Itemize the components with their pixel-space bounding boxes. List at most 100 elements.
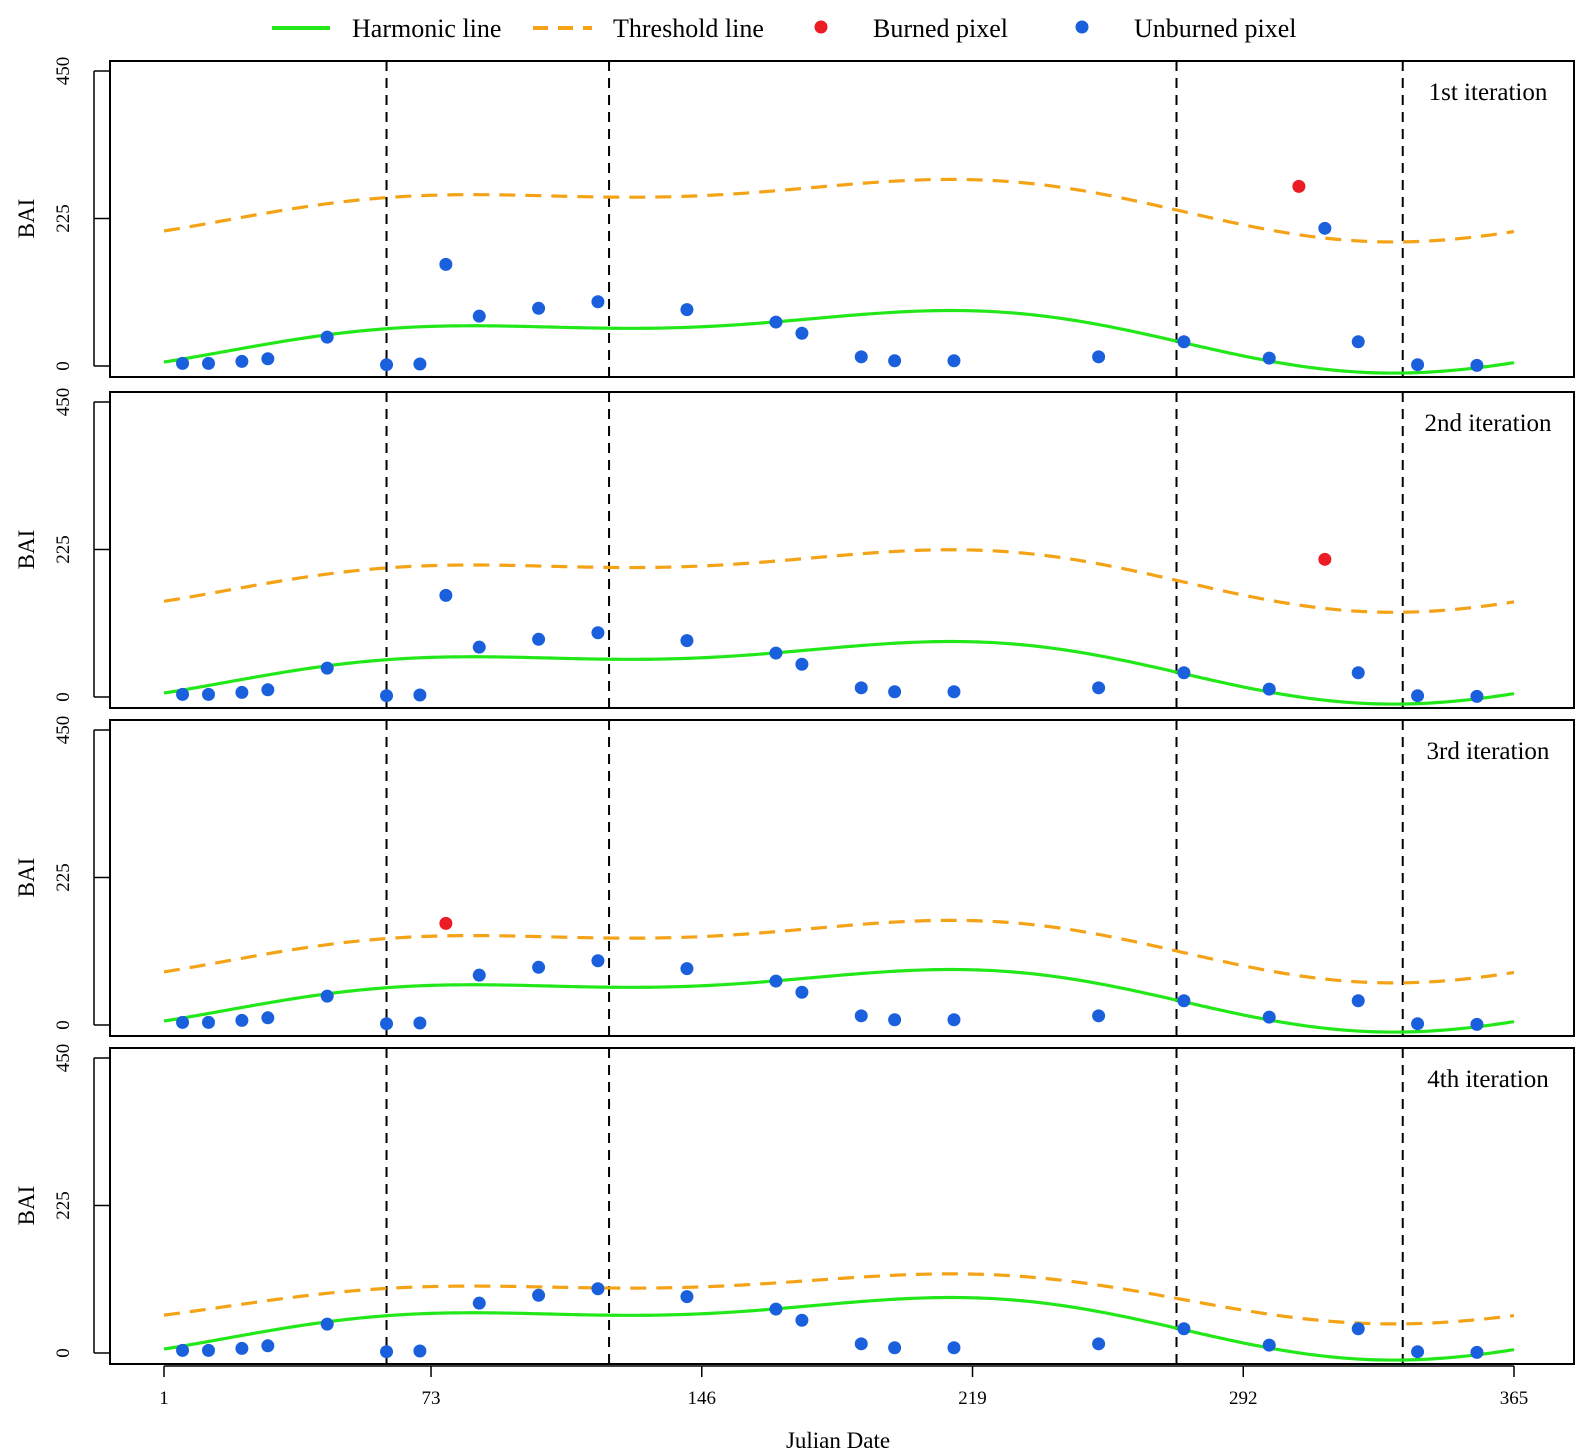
unburned-pixel-point xyxy=(413,688,427,702)
unburned-pixel-point xyxy=(1262,682,1276,696)
unburned-pixel-point xyxy=(888,1013,902,1027)
unburned-pixel-point xyxy=(202,1343,216,1357)
unburned-pixel-point xyxy=(1092,1337,1106,1351)
legend-burned-label: Burned pixel xyxy=(873,14,1008,43)
y-tick-label: 0 xyxy=(53,1348,74,1358)
unburned-pixel-point xyxy=(439,588,453,602)
unburned-pixel-point xyxy=(1262,351,1276,365)
unburned-pixel-point xyxy=(320,661,334,675)
panel-frame xyxy=(109,719,1575,1037)
unburned-pixel-point xyxy=(532,1288,546,1302)
burned-pixel-point xyxy=(1318,552,1332,566)
unburned-pixel-point xyxy=(439,257,453,271)
unburned-pixel-point xyxy=(413,1344,427,1358)
harmonic-line xyxy=(163,1295,1515,1362)
unburned-pixel-point xyxy=(261,1339,275,1353)
panels: 0 225 450 BAI 1st iteration 0 225 450 BAI 2nd ite… xyxy=(14,57,1575,1365)
y-tick-label: 225 xyxy=(53,863,74,892)
unburned-pixel-point xyxy=(888,685,902,699)
unburned-pixel-point xyxy=(854,350,868,364)
unburned-pixel-point xyxy=(413,357,427,371)
harmonic-line xyxy=(163,639,1515,706)
panel-frame xyxy=(109,60,1575,378)
legend-unburned-marker xyxy=(1075,20,1089,34)
unburned-pixel-point xyxy=(1470,1017,1484,1031)
harmonic-line xyxy=(163,308,1515,375)
panel-2: 0 225 450 BAI 2nd iteration xyxy=(14,388,1575,709)
unburned-pixel-point xyxy=(1411,358,1425,372)
unburned-pixel-point xyxy=(591,1282,605,1296)
unburned-pixel-point xyxy=(235,1341,249,1355)
unburned-pixel-point xyxy=(854,1337,868,1351)
panel-frame xyxy=(109,391,1575,709)
legend: Harmonic line Threshold line Burned pixe… xyxy=(272,14,1296,43)
y-tick-label: 450 xyxy=(53,388,74,417)
unburned-pixel-point xyxy=(1351,335,1365,349)
unburned-pixel-point xyxy=(1351,1322,1365,1336)
panel-label: 3rd iteration xyxy=(1427,738,1550,765)
y-axis-title: BAI xyxy=(14,1186,39,1226)
unburned-pixel-point xyxy=(680,962,694,976)
threshold-line xyxy=(163,1272,1515,1326)
unburned-pixel-point xyxy=(202,1015,216,1029)
y-tick-label: 450 xyxy=(53,57,74,86)
unburned-pixel-point xyxy=(1470,689,1484,703)
legend-harmonic-label: Harmonic line xyxy=(352,14,501,43)
y-tick-label: 225 xyxy=(53,204,74,233)
y-axis-title: BAI xyxy=(14,530,39,570)
burned-pixel-point xyxy=(439,916,453,930)
panel-1: 0 225 450 BAI 1st iteration xyxy=(14,57,1575,378)
unburned-pixel-point xyxy=(413,1016,427,1030)
unburned-pixel-point xyxy=(1177,335,1191,349)
y-tick-label: 0 xyxy=(53,692,74,702)
burned-pixel-point xyxy=(1292,179,1306,193)
unburned-pixel-point xyxy=(1092,350,1106,364)
unburned-pixel-point xyxy=(472,640,486,654)
panel-label: 2nd iteration xyxy=(1424,410,1552,437)
unburned-pixel-point xyxy=(591,626,605,640)
x-tick-label: 292 xyxy=(1229,1388,1258,1409)
unburned-pixel-point xyxy=(854,681,868,695)
unburned-pixel-point xyxy=(202,687,216,701)
unburned-pixel-point xyxy=(947,354,961,368)
unburned-pixel-point xyxy=(888,354,902,368)
x-axis: 1 73 146 219 292 365 xyxy=(159,1365,1528,1409)
unburned-pixel-point xyxy=(680,303,694,317)
unburned-pixel-point xyxy=(1262,1338,1276,1352)
unburned-pixel-point xyxy=(888,1341,902,1355)
unburned-pixel-point xyxy=(176,356,190,370)
unburned-pixel-point xyxy=(532,301,546,315)
x-axis-title: Julian Date xyxy=(786,1428,890,1453)
y-axis-title: BAI xyxy=(14,858,39,898)
x-tick-label: 73 xyxy=(422,1388,441,1409)
unburned-pixel-point xyxy=(472,309,486,323)
unburned-pixel-point xyxy=(1411,1345,1425,1359)
unburned-pixel-point xyxy=(532,632,546,646)
unburned-pixel-point xyxy=(1470,358,1484,372)
unburned-pixel-point xyxy=(1092,1009,1106,1023)
unburned-pixel-point xyxy=(176,1015,190,1029)
threshold-line xyxy=(163,548,1515,614)
x-tick-label: 219 xyxy=(958,1388,987,1409)
y-tick-label: 450 xyxy=(53,1044,74,1073)
unburned-pixel-point xyxy=(591,954,605,968)
unburned-pixel-point xyxy=(680,634,694,648)
y-axis-title: BAI xyxy=(14,199,39,239)
unburned-pixel-point xyxy=(947,1013,961,1027)
unburned-pixel-point xyxy=(261,352,275,366)
unburned-pixel-point xyxy=(1092,681,1106,695)
unburned-pixel-point xyxy=(261,683,275,697)
unburned-pixel-point xyxy=(1318,221,1332,235)
x-tick-label: 146 xyxy=(688,1388,717,1409)
y-tick-label: 0 xyxy=(53,361,74,371)
unburned-pixel-point xyxy=(769,646,783,660)
unburned-pixel-point xyxy=(854,1009,868,1023)
unburned-pixel-point xyxy=(176,687,190,701)
unburned-pixel-point xyxy=(1470,1345,1484,1359)
y-tick-label: 225 xyxy=(53,1191,74,1220)
unburned-pixel-point xyxy=(472,968,486,982)
unburned-pixel-point xyxy=(1411,1017,1425,1031)
unburned-pixel-point xyxy=(591,295,605,309)
unburned-pixel-point xyxy=(320,1317,334,1331)
